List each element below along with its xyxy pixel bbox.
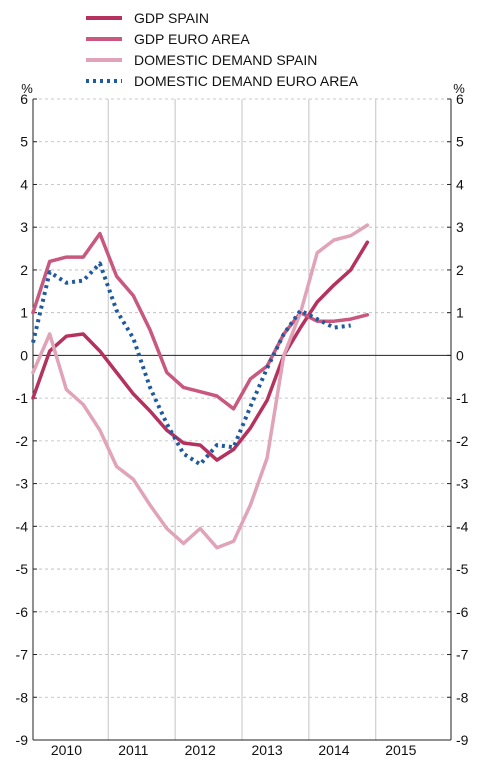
y-tick-label-right: 4 — [456, 176, 464, 192]
x-tick-label: 2012 — [185, 742, 216, 758]
y-tick-label-left: -9 — [16, 732, 29, 748]
y-tick-label-right: -4 — [456, 518, 469, 534]
x-tick-label: 2010 — [51, 742, 82, 758]
x-axis-labels: 2010 2011 2012 2013 2014 2015 — [51, 742, 417, 758]
y-tick-label-right: 6 — [456, 91, 464, 107]
x-tick-label: 2013 — [252, 742, 283, 758]
y-tick-label-left: -4 — [16, 518, 29, 534]
y-tick-label-left: -1 — [16, 390, 29, 406]
y-tick-label-left: -7 — [16, 647, 29, 663]
y-tick-label-left: 5 — [20, 134, 28, 150]
grid — [33, 98, 451, 741]
y-tick-label-right: -1 — [456, 390, 469, 406]
y-tick-label-right: -2 — [456, 433, 469, 449]
legend-label: GDP SPAIN — [134, 10, 209, 26]
x-tick-label: 2011 — [118, 742, 148, 758]
series-lines — [31, 223, 370, 550]
x-tick-label: 2014 — [318, 742, 349, 758]
y-tick-label-left: 3 — [20, 219, 28, 235]
series-line-2 — [31, 231, 370, 411]
y-tick-label-right: -5 — [456, 561, 469, 577]
series-line-3 — [31, 223, 370, 550]
y-tick-label-right: 1 — [456, 305, 464, 321]
y-tick-label-left: -2 — [16, 433, 29, 449]
y-unit-right: % — [453, 81, 465, 96]
series-line-4 — [31, 261, 351, 467]
legend: GDP SPAIN GDP EURO AREA DOMESTIC DEMAND SP… — [86, 10, 359, 89]
y-tick-label-right: 3 — [456, 219, 464, 235]
legend-label: GDP EURO AREA — [134, 31, 250, 47]
y-tick-label-right: -7 — [456, 647, 469, 663]
y-tick-label-left: 6 — [20, 91, 28, 107]
y-tick-label-right: 0 — [456, 347, 464, 363]
y-tick-label-right: -3 — [456, 476, 469, 492]
y-tick-label-right: -8 — [456, 689, 469, 705]
y-tick-label-left: -5 — [16, 561, 29, 577]
legend-label: DOMESTIC DEMAND SPAIN — [134, 52, 317, 68]
y-tick-label-left: -6 — [16, 604, 29, 620]
y-tick-label-left: -3 — [16, 476, 29, 492]
y-tick-label-right: 2 — [456, 262, 464, 278]
legend-label: DOMESTIC DEMAND EURO AREA — [134, 73, 359, 89]
x-tick-label: 2015 — [385, 742, 416, 758]
series-line-1 — [31, 240, 370, 462]
y-tick-label-left: 1 — [20, 305, 28, 321]
y-tick-label-left: -8 — [16, 689, 29, 705]
y-tick-label-left: 2 — [20, 262, 28, 278]
y-tick-label-right: -9 — [456, 732, 469, 748]
y-tick-label-right: -6 — [456, 604, 469, 620]
y-tick-label-left: 0 — [20, 347, 28, 363]
y-unit-left: % — [21, 81, 33, 96]
y-tick-label-right: 5 — [456, 134, 464, 150]
y-axis-ticks: 6 6 5 5 4 4 3 3 2 2 1 1 0 0 -1 -1 -2 -2 -3 -3 -4 -4 -5 -5 -6 -6 -7… — [16, 81, 469, 748]
y-tick-label-left: 4 — [20, 176, 28, 192]
